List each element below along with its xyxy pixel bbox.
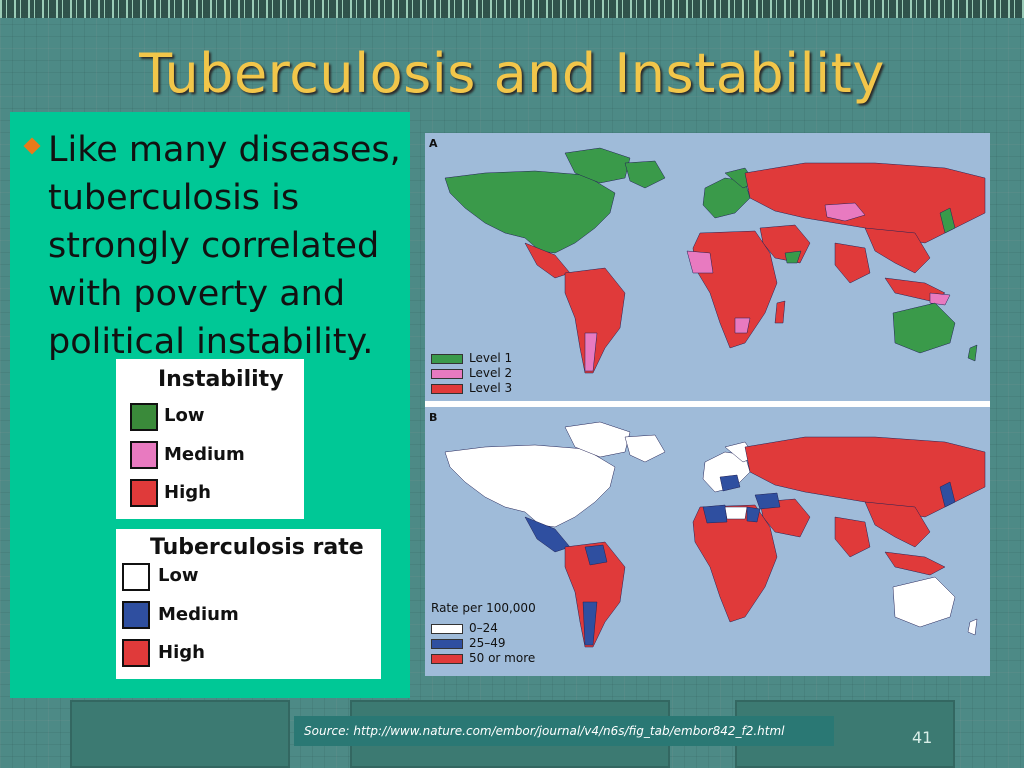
- map-a-legend-level2: Level 2: [431, 366, 512, 380]
- level2-label: Level 2: [469, 366, 513, 380]
- diamond-bullet-icon: [23, 137, 41, 155]
- map-a-graphic: [444, 147, 986, 374]
- tb-low-swatch: [122, 563, 150, 591]
- high-label: High: [164, 482, 211, 503]
- low-label: Low: [164, 405, 205, 426]
- rate-high-label: 50 or more: [469, 651, 536, 665]
- map-b-legend-low: 0–24: [431, 621, 498, 635]
- tb-legend-title: Tuberculosis rate: [150, 535, 364, 560]
- instability-legend-title: Instability: [158, 367, 284, 392]
- text-panel: Like many diseases, tuberculosis is stro…: [10, 112, 410, 698]
- tb-medium-label: Medium: [158, 604, 239, 625]
- medium-swatch: [130, 441, 158, 469]
- tb-high-swatch: [122, 639, 150, 667]
- world-maps-figure: A Level 1 Level 2 Level 3: [425, 133, 990, 676]
- level2-swatch: [431, 368, 463, 379]
- map-b-label: B: [429, 411, 438, 424]
- footer-decor-left: [70, 700, 290, 768]
- map-b-legend-title: Rate per 100,000: [431, 601, 536, 615]
- rate-medium-swatch: [431, 638, 463, 649]
- level3-swatch: [431, 383, 463, 394]
- rate-high-swatch: [431, 653, 463, 664]
- level1-label: Level 1: [469, 351, 513, 365]
- medium-label: Medium: [164, 444, 245, 465]
- map-b-legend-medium: 25–49: [431, 636, 506, 650]
- slide-number: 41: [912, 728, 933, 747]
- level3-label: Level 3: [469, 381, 513, 395]
- slide-title: Tuberculosis and Instability: [139, 42, 885, 105]
- high-swatch: [130, 479, 158, 507]
- map-a-label: A: [429, 137, 438, 150]
- map-a-legend-level1: Level 1: [431, 351, 512, 365]
- low-swatch: [130, 403, 158, 431]
- map-a-instability: A Level 1 Level 2 Level 3: [425, 133, 990, 401]
- level1-swatch: [431, 353, 463, 364]
- tb-low-label: Low: [158, 565, 199, 586]
- map-b-tb-rate: B Rate per 100,000 0–24 25–49 50 or more: [425, 407, 990, 676]
- rate-low-swatch: [431, 623, 463, 634]
- tb-high-label: High: [158, 642, 205, 663]
- map-a-legend-level3: Level 3: [431, 381, 512, 395]
- instability-legend: Instability Low Medium High: [116, 359, 304, 519]
- source-citation: Source: http://www.nature.com/embor/jour…: [294, 716, 834, 746]
- bullet-text: Like many diseases, tuberculosis is stro…: [48, 130, 401, 362]
- rate-low-label: 0–24: [469, 621, 498, 635]
- tb-medium-swatch: [122, 601, 150, 629]
- map-b-legend-high: 50 or more: [431, 651, 535, 665]
- tb-rate-legend: Tuberculosis rate Low Medium High: [116, 529, 381, 679]
- map-b-graphic: [444, 421, 986, 648]
- decorative-top-strip: [0, 0, 1024, 18]
- rate-medium-label: 25–49: [469, 636, 506, 650]
